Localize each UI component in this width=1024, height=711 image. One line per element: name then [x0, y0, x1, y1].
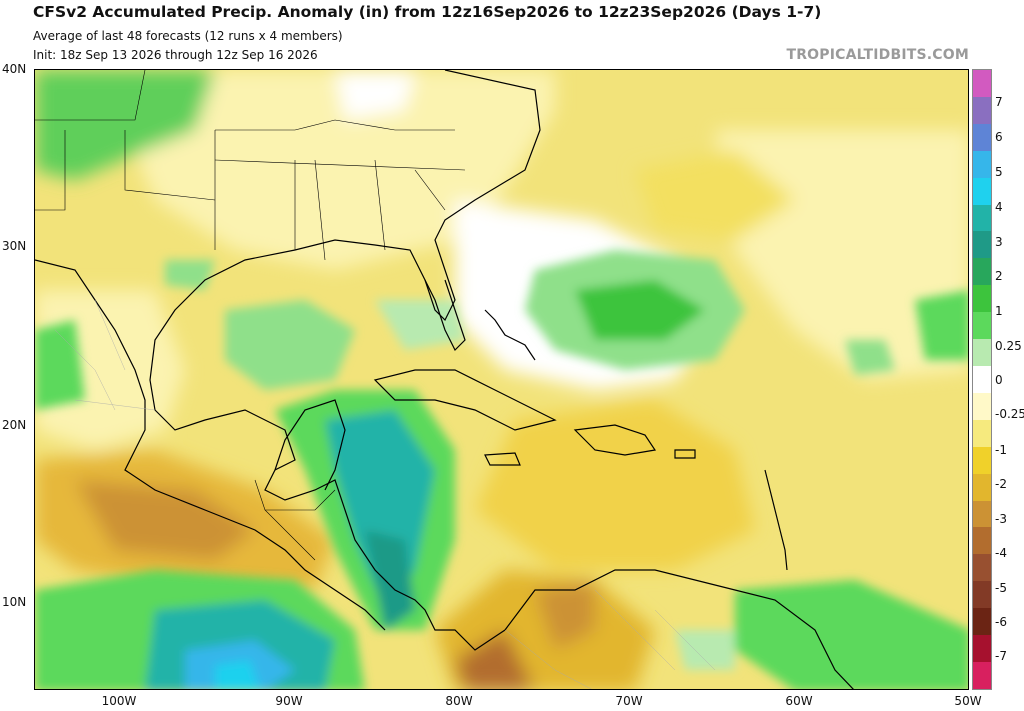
- colorbar-segment: [973, 70, 991, 97]
- colorbar-tick-label: 0.25: [995, 339, 1022, 353]
- colorbar-tick-label: 5: [995, 165, 1003, 179]
- colorbar-tick-label: -5: [995, 581, 1007, 595]
- colorbar-segment: [973, 339, 991, 366]
- lon-label-100w: 100W: [101, 694, 137, 708]
- colorbar-segment: [973, 635, 991, 662]
- colorbar-segment: [973, 312, 991, 340]
- colorbar-segment: [973, 392, 991, 420]
- colorbar-tick-label: 3: [995, 235, 1003, 249]
- map-canvas: [35, 70, 968, 689]
- colorbar-segment: [973, 554, 991, 582]
- lat-label-30n: 30N: [2, 239, 27, 253]
- internal-borders: [54, 299, 716, 689]
- precip-anomaly-map: [34, 69, 969, 690]
- colorbar-tick-label: 2: [995, 269, 1003, 283]
- colorbar-segment: [973, 285, 991, 313]
- colorbar-tick-label: -2: [995, 477, 1007, 491]
- colorbar-segment: [973, 661, 991, 689]
- colorbar-segment: [973, 231, 991, 259]
- colorbar-tick-label: 4: [995, 200, 1003, 214]
- colorbar-segment: [973, 473, 991, 501]
- colorbar-segment: [973, 365, 991, 393]
- colorbar-tick-label: -6: [995, 615, 1007, 629]
- colorbar-tick-label: -4: [995, 546, 1007, 560]
- anomaly-field: [35, 70, 968, 689]
- lat-label-40n: 40N: [2, 62, 27, 76]
- colorbar-tick-label: -3: [995, 512, 1007, 526]
- political-borders: [35, 70, 466, 561]
- lon-label-50w: 50W: [954, 694, 982, 708]
- colorbar-segment: [973, 177, 991, 205]
- colorbar-tick-label: -7: [995, 649, 1007, 663]
- colorbar-tick-label: -0.25: [995, 407, 1024, 421]
- lon-label-60w: 60W: [785, 694, 813, 708]
- lat-label-20n: 20N: [2, 418, 27, 432]
- colorbar-segment: [973, 527, 991, 555]
- colorbar-tick-label: -1: [995, 443, 1007, 457]
- colorbar-segment: [973, 204, 991, 232]
- colorbar-segment: [973, 258, 991, 286]
- colorbar-tick-label: 1: [995, 304, 1003, 318]
- colorbar-segment: [973, 419, 991, 447]
- map-subtitle-init: Init: 18z Sep 13 2026 through 12z Sep 16…: [33, 48, 318, 62]
- colorbar-segment: [973, 123, 991, 151]
- lon-label-90w: 90W: [275, 694, 303, 708]
- colorbar-tick-label: 0: [995, 373, 1003, 387]
- colorbar-tick-label: 7: [995, 95, 1003, 109]
- colorbar-segment: [973, 446, 991, 474]
- colorbar-segment: [973, 500, 991, 528]
- map-title: CFSv2 Accumulated Precip. Anomaly (in) f…: [33, 3, 822, 21]
- map-subtitle-ensemble: Average of last 48 forecasts (12 runs x …: [33, 29, 343, 43]
- site-credit[interactable]: TROPICALTIDBITS.COM: [786, 47, 969, 63]
- colorbar-segment: [973, 608, 991, 636]
- colorbar-segment: [973, 96, 991, 124]
- colorbar-segment: [973, 581, 991, 609]
- lon-label-80w: 80W: [445, 694, 473, 708]
- lat-label-10n: 10N: [2, 595, 27, 609]
- lon-label-70w: 70W: [615, 694, 643, 708]
- wet-anomalies: [35, 250, 968, 689]
- colorbar-segment: [973, 150, 991, 178]
- colorbar: [972, 69, 992, 690]
- colorbar-tick-label: 6: [995, 130, 1003, 144]
- coastlines: [35, 70, 854, 689]
